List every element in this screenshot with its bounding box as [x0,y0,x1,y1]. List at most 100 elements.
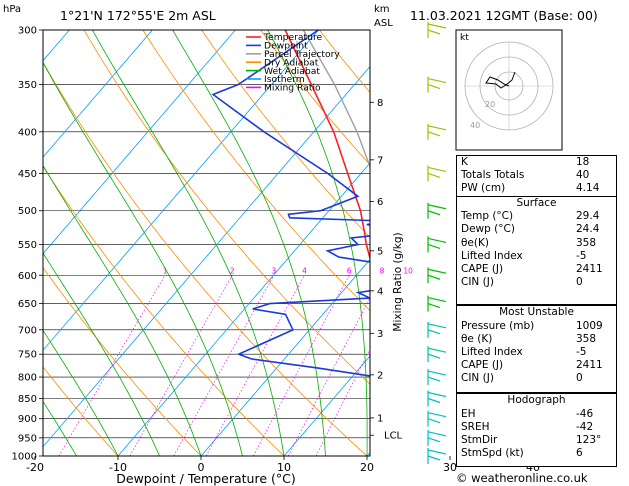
panel-title: Hodograph [507,394,566,406]
pressure-tick-label: 800 [18,373,37,384]
hodograph-unit-label: kt [460,33,469,43]
row-value: 2411 [576,359,603,372]
row-value: 18 [576,156,590,168]
hodograph-panel: Hodograph EH -46 SREH -42 StmDir 123° StmSpd (k… [456,393,617,467]
x-tick-label: -10 [109,461,127,474]
location-label: 1°21'N 172°55'E 2m ASL [60,8,216,23]
dry-adiabat-line [43,366,119,456]
wind-barb [427,204,447,210]
row-value: 1009 [576,319,603,332]
hodograph: 20 40 kt [455,29,563,151]
isotherm-line [283,355,370,456]
row-value: -42 [576,420,594,433]
isotherm-line [43,30,153,158]
wind-barb [427,412,447,418]
panel-row: StmDir 123° [457,434,616,447]
panel-row: CAPE (J) 2411 [457,359,616,372]
pressure-tick-label: 450 [18,169,37,180]
wind-barb [427,303,441,309]
row-label: K [461,156,468,168]
dry-adiabat-line [142,30,370,312]
km-label: km [374,4,390,15]
legend-label: Dry Adiabat [264,57,319,68]
mixing-ratio-label: 10 [403,266,413,275]
isotherm-line [43,30,319,351]
wet-adiabat-line [267,30,368,456]
mixing-ratio-label: 1 [163,266,168,275]
pressure-tick-label: 350 [18,80,37,91]
isotherm-line [43,65,370,448]
panel-row: θe (K) 358 [457,333,616,346]
row-label: SREH [461,420,490,433]
mixing-ratio-label: 2 [230,266,235,275]
row-label: Lifted Index [461,249,523,262]
pressure-tick-label: 400 [18,127,37,138]
wind-barbs [427,22,447,464]
wet-adiabat-line [92,30,285,456]
wind-barb [427,323,447,329]
wind-barb [427,172,441,179]
panel-row: StmSpd (kt) 6 [457,447,616,460]
dry-adiabat-line [43,165,285,456]
panel-row: PW (cm) 4.14 [457,182,616,195]
legend-label: Dewpoint [264,41,308,52]
km-tick-label: 1 [377,413,383,424]
wind-barb [427,210,441,216]
panel-row: Pressure (mb) 1009 [457,320,616,333]
row-label: Temp (°C) [461,210,514,223]
km-tick-label: 3 [377,329,383,340]
row-label: StmDir [461,433,498,446]
most-unstable-rows: Most Unstable Pressure (mb) 1009 θe (K) 358 L… [457,306,616,386]
dry-adiabat-line [260,30,370,166]
wet-adiabat-line [43,164,202,456]
x-tick-label: -20 [26,461,44,474]
panel-row: Dewp (°C) 24.4 [457,223,616,236]
panel-row: Lifted Index -5 [457,250,616,263]
isotherm-line [43,30,236,255]
hodograph-ring-label: 20 [485,100,495,109]
pressure-tick-label: 950 [18,433,37,444]
mixing-ratio-line [129,275,233,456]
pressure-tick-label: 1000 [12,452,37,463]
mixing-ratio-line [315,348,370,456]
wet-adiabat-line [43,329,119,456]
wind-barb [427,237,447,244]
indices-rows: K 18 Totals Totals 40 PW (cm) 4.14 Surface Temp… [457,156,616,289]
wind-barb [427,449,447,455]
series-line-dewpoint [211,30,370,377]
wind-barb [427,347,447,353]
wind-barb [427,274,441,280]
row-label: Totals Totals [461,169,525,182]
row-label: Pressure (mb) [461,319,535,332]
mixing-ratio-line [58,275,166,456]
mixing-ratio-label: 3 [272,266,277,275]
mixing-ratio-label: 6 [347,266,352,275]
row-value: 29.4 [576,210,600,223]
wet-adiabat-line [43,252,160,456]
x-axis-label: Dewpoint / Temperature (°C) [116,471,295,486]
row-value: 358 [576,236,597,249]
pressure-tick-label: 900 [18,414,37,425]
row-label: CIN (J) [461,276,494,289]
wind-barb [427,353,441,359]
x-tick-label: 0 [198,461,205,474]
mixing-ratio-line [287,297,370,456]
row-value: 0 [576,372,583,385]
km-tick-label: LCL [384,431,403,442]
km-tick-label: 8 [377,98,383,109]
row-value: 6 [576,447,583,460]
row-value: 40 [576,169,590,182]
pressure-tick-label: 850 [18,394,37,405]
panel-title: Surface [516,196,557,209]
asl-label: ASL [374,18,393,29]
panel-row: Lifted Index -5 [457,346,616,359]
mixing-ratio-label: 8 [380,266,385,275]
profile-lines [211,30,370,377]
wind-barb [427,397,441,404]
x-tick-label: 30 [443,461,457,474]
row-value: -5 [576,249,587,262]
wind-barb [427,83,441,90]
wind-barb [427,296,447,303]
row-label: CIN (J) [461,372,494,385]
